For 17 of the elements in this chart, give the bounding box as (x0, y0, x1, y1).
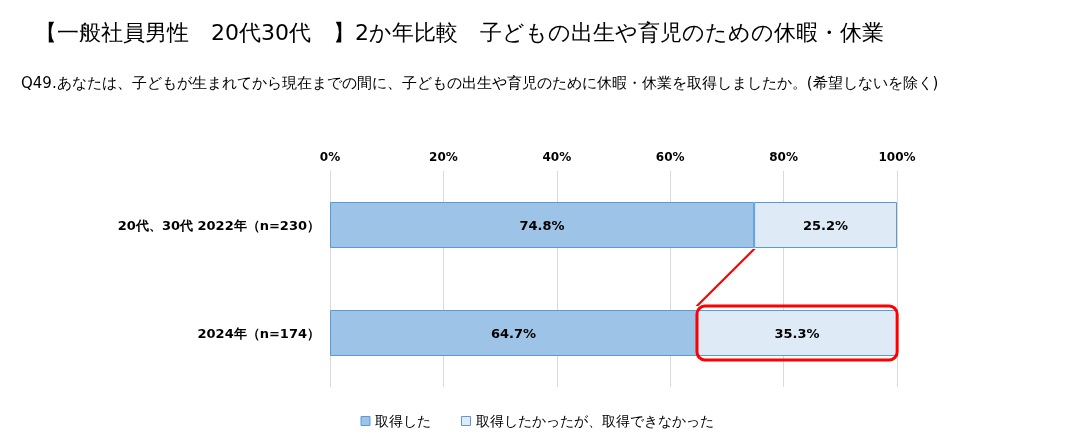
data-label: 35.3% (774, 325, 820, 341)
y-tick-label: 2024年（n=174） (197, 325, 320, 341)
bar (330, 310, 697, 356)
y-tick-label: 20代、30代 2022年（n=230） (117, 217, 320, 233)
chart-subtitle: Q49.あなたは、子どもが生まれてから現在までの間に、子どもの出生や育児のために休暇・休業を取得しましたか。(希望しないを除く) (21, 73, 939, 92)
x-tick-label: 0% (319, 150, 341, 164)
legend-label: 取得した (375, 413, 431, 429)
legend-label: 取得したかったが、取得できなかった (475, 413, 714, 429)
x-tick-label: 60% (655, 150, 685, 164)
x-tick-label: 40% (542, 150, 572, 164)
data-label: 74.8% (519, 217, 565, 233)
data-label: 25.2% (803, 217, 849, 233)
x-tick-label: 80% (769, 150, 798, 164)
chart-title: 【一般社員男性 20代30代 】2か年比較 子どもの出生や育児のための休暇・休業 (35, 19, 884, 45)
x-tick-label: 20% (429, 150, 458, 164)
data-label: 64.7% (490, 325, 536, 341)
x-tick-label: 100% (878, 150, 916, 164)
